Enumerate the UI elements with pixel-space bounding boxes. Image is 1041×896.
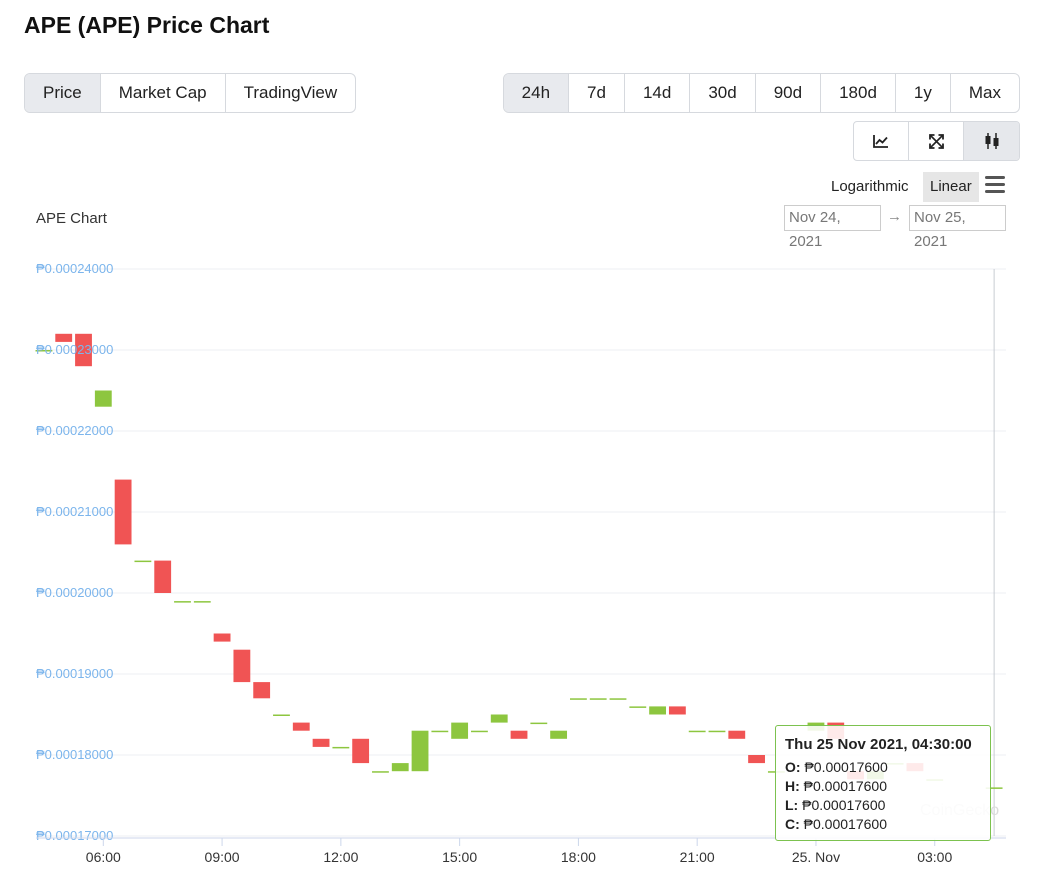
candle	[134, 560, 152, 563]
x-tick-label: 03:00	[917, 849, 952, 865]
candle	[569, 698, 587, 700]
candle	[471, 730, 488, 733]
candle	[174, 601, 191, 603]
y-tick-label: ₱0.00017000	[36, 828, 113, 843]
candle	[332, 746, 350, 749]
metric-tab-group: Price Market Cap TradingView	[24, 73, 357, 113]
chart-label: APE Chart	[36, 210, 107, 227]
candle	[253, 682, 271, 699]
candle	[451, 722, 469, 739]
candle	[213, 633, 231, 642]
line-chart-icon	[873, 135, 888, 148]
y-tick-label: ₱0.00023000	[36, 342, 113, 357]
candle	[114, 479, 132, 545]
range-24h-button[interactable]: 24h	[503, 74, 570, 112]
candle	[55, 333, 73, 342]
candle	[273, 714, 290, 716]
candle	[649, 706, 667, 715]
range-1y-button[interactable]: 1y	[896, 74, 951, 112]
y-tick-label: ₱0.00018000	[36, 747, 113, 762]
y-tick-label: ₱0.00024000	[36, 261, 113, 276]
tooltip-close-value: ₱0.00017600	[803, 816, 887, 832]
candle-tooltip: Thu 25 Nov 2021, 04:30:00 O: ₱0.00017600…	[775, 725, 991, 841]
tooltip-close-row: C: ₱0.00017600	[785, 816, 887, 832]
chart-type-group	[853, 121, 1020, 161]
candle	[35, 350, 53, 352]
candle	[75, 333, 92, 367]
candlestick-icon	[985, 133, 998, 149]
candlestick-button[interactable]	[964, 122, 1019, 160]
range-90d-button[interactable]: 90d	[756, 74, 822, 112]
candle	[372, 771, 389, 773]
tooltip-open-row: O: ₱0.00017600	[785, 759, 888, 775]
y-tick-label: ₱0.00019000	[36, 666, 113, 681]
x-tick-label: 21:00	[680, 849, 715, 865]
candle	[94, 390, 112, 407]
candle	[431, 730, 449, 733]
linear-scale-button[interactable]: Linear	[923, 172, 979, 202]
range-tab-group: 24h 7d 14d 30d 90d 180d 1y Max	[502, 73, 1020, 113]
candle	[490, 714, 508, 723]
range-180d-button[interactable]: 180d	[821, 74, 896, 112]
logarithmic-scale-button[interactable]: Logarithmic	[831, 178, 909, 195]
candle	[668, 706, 686, 715]
tab-price[interactable]: Price	[25, 74, 101, 112]
candle	[352, 738, 370, 764]
candle	[530, 722, 548, 725]
date-to-input[interactable]: Nov 25, 2021	[909, 205, 1006, 250]
date-from-input[interactable]: Nov 24, 2021	[784, 205, 881, 250]
range-7d-button[interactable]: 7d	[569, 74, 625, 112]
tooltip-low-value: ₱0.00017600	[802, 797, 886, 813]
tooltip-high-value: ₱0.00017600	[803, 778, 887, 794]
x-tick-label: 06:00	[86, 849, 121, 865]
range-30d-button[interactable]: 30d	[690, 74, 756, 112]
y-axis-labels: ₱0.00024000 ₱0.00023000 ₱0.00022000 ₱0.0002…	[36, 261, 113, 843]
candle	[391, 763, 409, 772]
x-tick-label: 25. Nov	[792, 849, 840, 865]
candle	[728, 730, 746, 739]
x-axis: 06:00 09:00 12:00 15:00 18:00 21:00 25. Nov 03:…	[36, 837, 1006, 865]
tooltip-low-row: L: ₱0.00017600	[785, 797, 886, 813]
candle	[688, 730, 706, 733]
candle	[609, 698, 627, 700]
candle	[154, 560, 172, 593]
tooltip-date: Thu 25 Nov 2021, 04:30:00	[785, 736, 972, 753]
tooltip-high-row: H: ₱0.00017600	[785, 778, 887, 794]
candle	[411, 730, 429, 772]
candle	[589, 698, 607, 700]
hamburger-menu-icon[interactable]	[985, 176, 1005, 194]
candle	[708, 730, 726, 733]
range-max-button[interactable]: Max	[968, 83, 1001, 102]
tooltip-open-value: ₱0.00017600	[804, 759, 888, 775]
candle	[550, 730, 568, 739]
candle	[312, 738, 330, 747]
x-tick-label: 18:00	[561, 849, 596, 865]
date-range-arrow: →	[887, 208, 902, 225]
tab-tradingview[interactable]: TradingView	[243, 83, 338, 102]
line-chart-button[interactable]	[854, 122, 909, 160]
tab-market-cap[interactable]: Market Cap	[101, 74, 226, 112]
y-tick-label: ₱0.00020000	[36, 585, 113, 600]
candle	[985, 787, 1003, 789]
expand-button[interactable]	[909, 122, 964, 160]
grid-lines	[36, 268, 1006, 837]
x-tick-label: 09:00	[205, 849, 240, 865]
candle	[233, 649, 251, 683]
candle	[510, 730, 528, 739]
y-tick-label: ₱0.00022000	[36, 423, 113, 438]
page-title: APE (APE) Price Chart	[24, 12, 270, 38]
candle	[193, 601, 211, 603]
range-14d-button[interactable]: 14d	[625, 74, 691, 112]
candle	[292, 722, 310, 731]
x-tick-label: 12:00	[323, 849, 358, 865]
x-tick-label: 15:00	[442, 849, 477, 865]
y-tick-label: ₱0.00021000	[36, 504, 113, 519]
candle	[748, 755, 765, 764]
candle	[629, 706, 647, 708]
candles	[35, 333, 1003, 789]
expand-icon	[928, 133, 944, 149]
